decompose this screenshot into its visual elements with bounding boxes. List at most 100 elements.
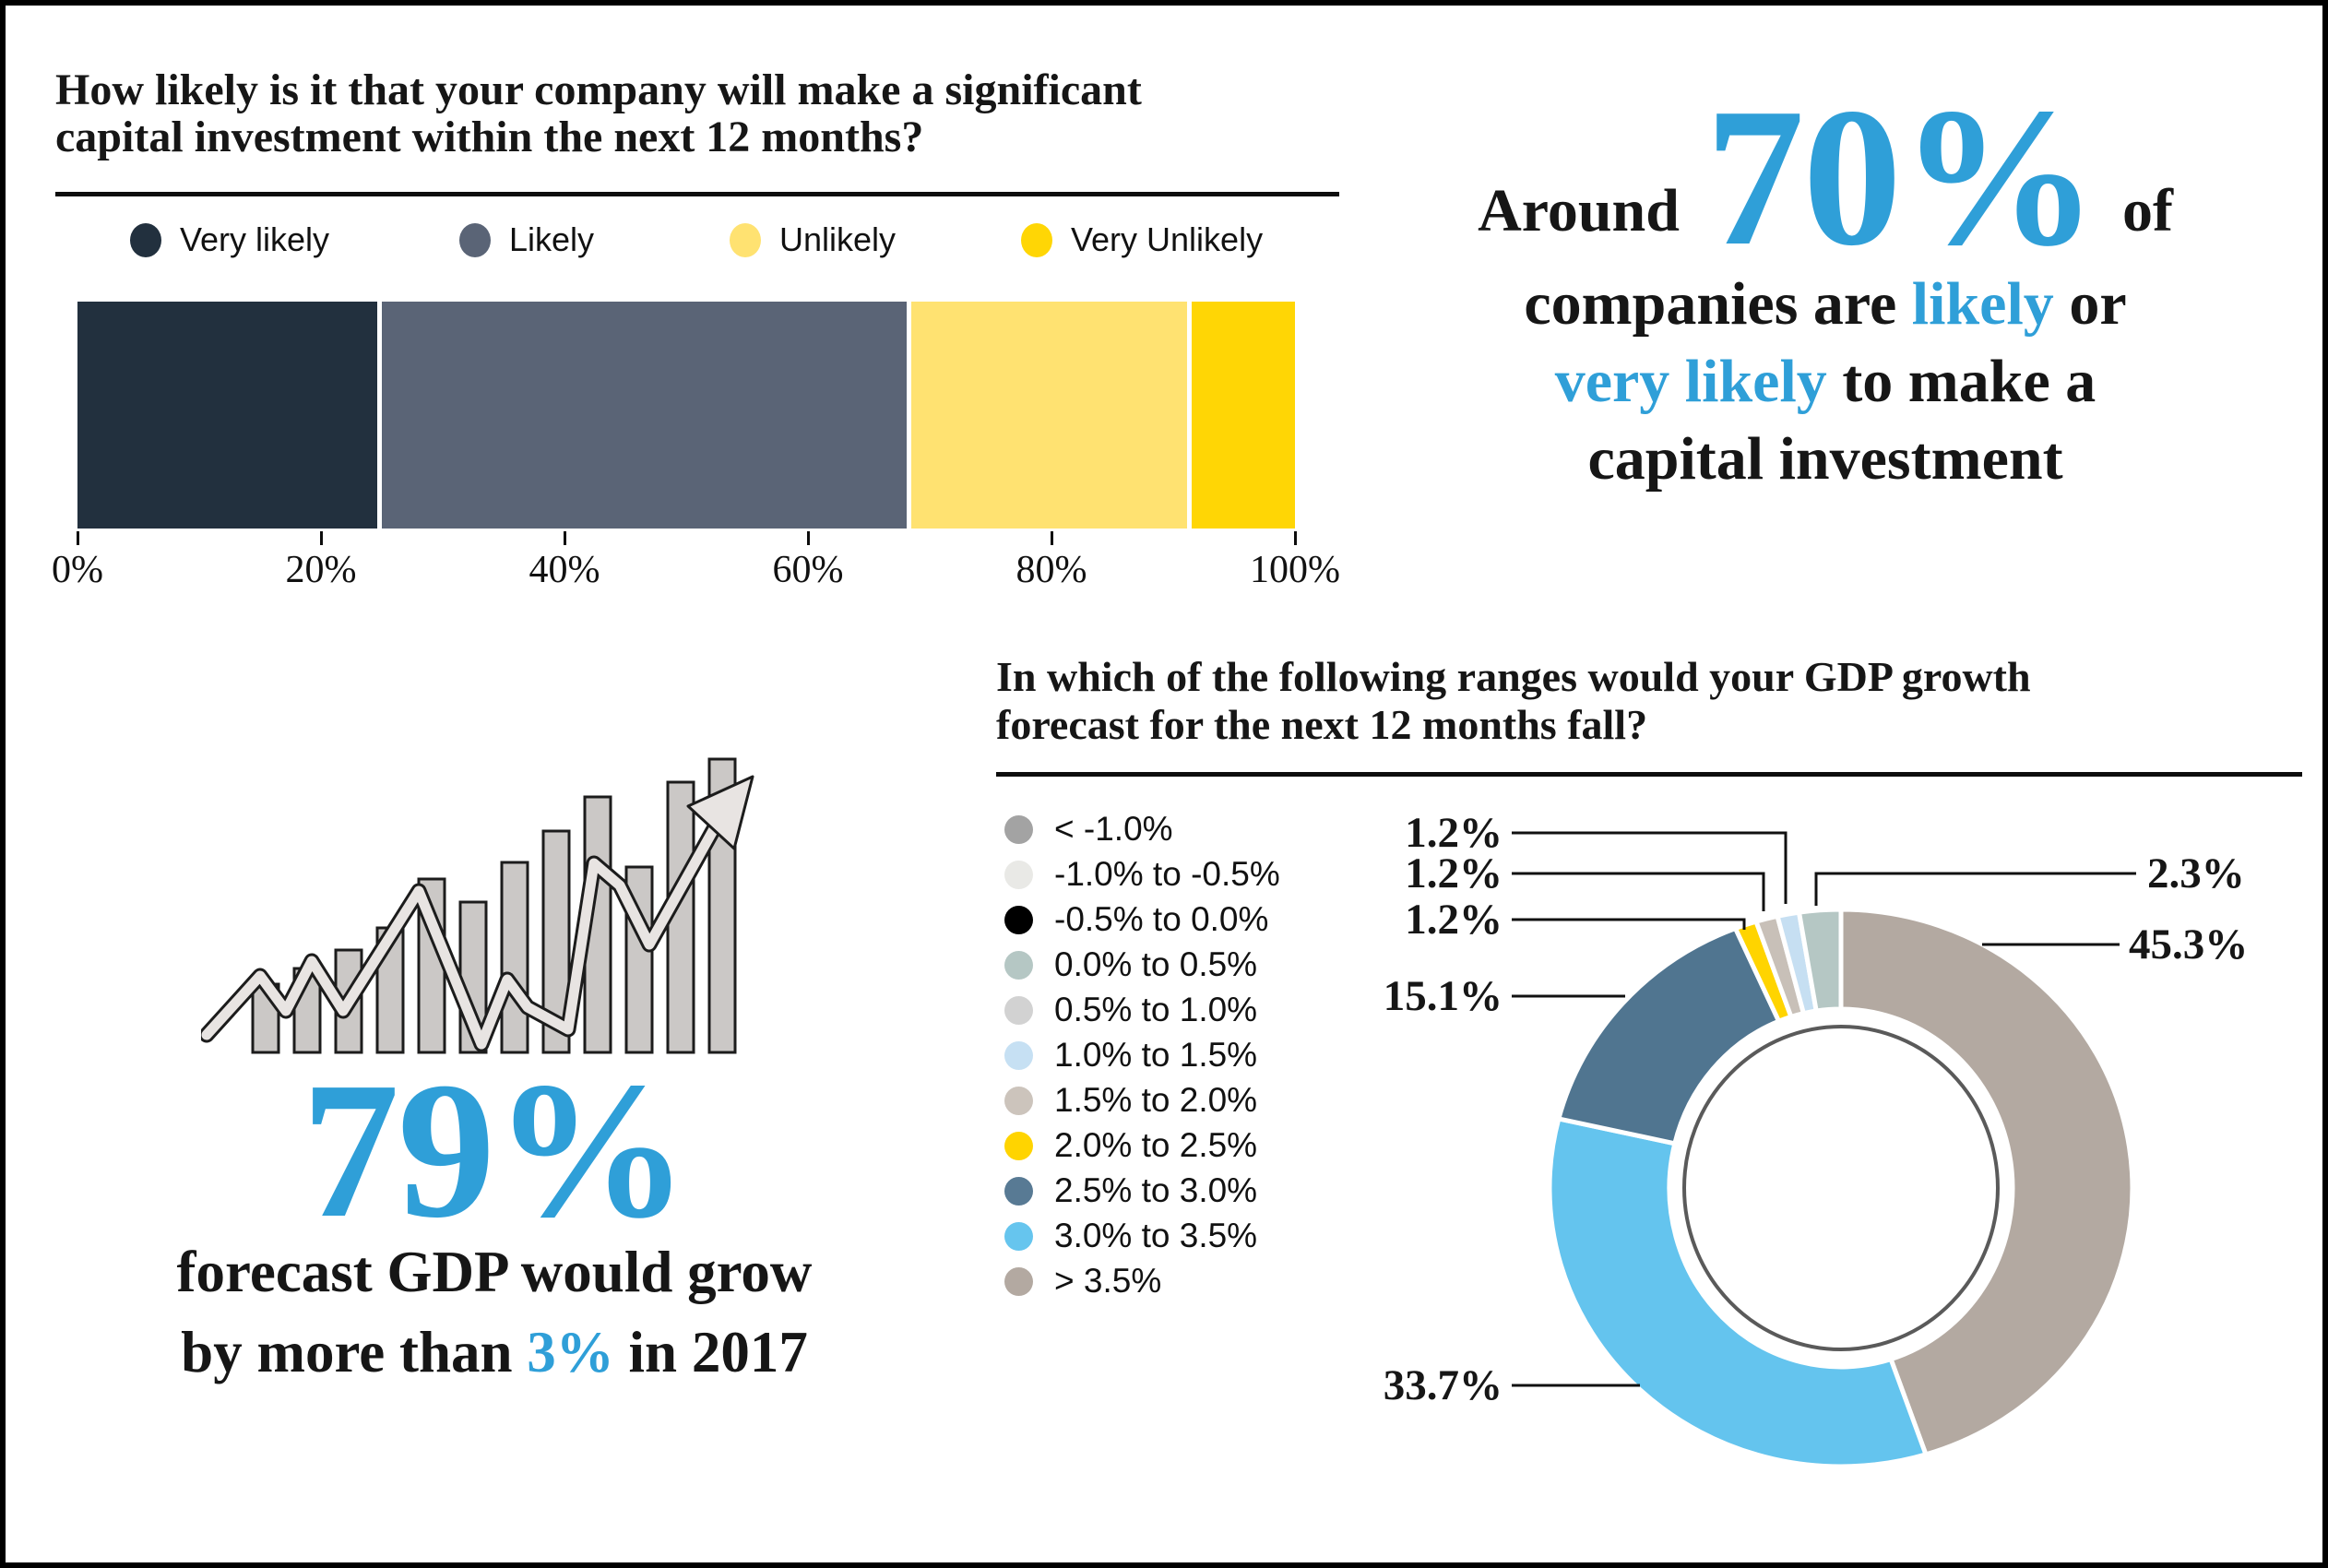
axis-label-80%: 80% — [1016, 549, 1087, 591]
gdp-question-title: In which of the following ranges would y… — [996, 653, 2031, 749]
gdp-legend-label: 3.0% to 3.5% — [1054, 1217, 1258, 1254]
gdp-legend-item-2-0-to-2-5: 2.0% to 2.5% — [1004, 1126, 1258, 1164]
capex-callout: Around 70% of companies are likely or ve… — [1407, 65, 2243, 498]
gdp-title-line2: forecast for the next 12 months fall? — [996, 701, 1648, 748]
legend-dot-likely — [459, 222, 491, 257]
donut-label-1-2-beige: 1.2% — [1405, 849, 1503, 897]
arrow-head-icon — [686, 775, 754, 850]
gdp-legend-label: 1.5% to 2.0% — [1054, 1081, 1258, 1119]
axis-label-100%: 100% — [1250, 549, 1340, 591]
leader-1_2-pale-blue — [1512, 831, 1788, 904]
gdp-legend-item-1-5-to-2-0: 1.5% to 2.0% — [1004, 1081, 1258, 1119]
legend-label: Unlikely — [779, 220, 897, 258]
legend-item-unlikely: Unlikely — [730, 220, 896, 259]
callout-l3-post: to make a — [1826, 348, 2096, 415]
illustration-arrow — [201, 775, 754, 1052]
gdp-legend-dot-1-0-to-0-5 — [1004, 860, 1033, 889]
bar-segment-unlikely — [911, 302, 1192, 529]
capex-callout-line1: Around 70% of — [1407, 65, 2243, 276]
bar-segment-likely — [382, 302, 912, 529]
gdp-legend-item-3-0-to-3-5: 3.0% to 3.5% — [1004, 1217, 1258, 1254]
donut-label-15-1: 15.1% — [1383, 972, 1503, 1020]
donut-slice-3-5 — [1838, 907, 2135, 1457]
legend-label: Likely — [509, 220, 595, 258]
gdp-legend-dot-2-5-to-3-0 — [1004, 1176, 1033, 1206]
callout-suffix: of — [2121, 177, 2173, 244]
axis-tick-40% — [564, 531, 566, 545]
legend-item-very-likely: Very likely — [130, 220, 329, 259]
gdp79-l2-blue: 3% — [527, 1320, 614, 1384]
donut-slice-0-0-to-0-5 — [1797, 907, 1844, 1014]
axis-tick-80% — [1051, 531, 1053, 545]
gdp-legend-item-0-0-to-0-5: 0.0% to 0.5% — [1004, 945, 1258, 983]
donut-slice-3-0-to-3-5 — [1547, 1116, 1929, 1469]
callout-l3-blue: very likely — [1554, 348, 1827, 415]
bar-segment-very-unlikely — [1191, 302, 1295, 529]
donut-inner-ring — [1682, 1025, 2000, 1351]
gdp-legend-dot-1-5-to-2-0 — [1004, 1086, 1033, 1115]
capex-callout-line2: companies are likely or — [1407, 266, 2243, 343]
gdp-legend-dot-0-5-to-1-0 — [1004, 995, 1033, 1025]
legend-dot-very-likely — [130, 222, 161, 257]
axis-label-20%: 20% — [285, 549, 357, 591]
gdp-legend-label: > 3.5% — [1054, 1262, 1162, 1300]
callout-70pct: 70% — [1704, 66, 2098, 287]
gdp-legend-dot-0-5-to-0-0 — [1004, 905, 1033, 934]
gdp-legend-dot-3-5 — [1004, 1266, 1033, 1296]
legend-dot-unlikely — [730, 222, 761, 257]
callout-l2-blue: likely — [1911, 270, 2054, 338]
gdp-legend-label: 2.0% to 2.5% — [1054, 1126, 1258, 1164]
capex-question-title: How likely is it that your company will … — [55, 66, 1142, 160]
gdp-legend-label: 0.5% to 1.0% — [1054, 991, 1258, 1028]
gdp-legend-dot-1-0-to-1-5 — [1004, 1040, 1033, 1070]
gdp-divider — [996, 772, 2302, 777]
gdp-legend-item-2-5-to-3-0: 2.5% to 3.0% — [1004, 1171, 1257, 1209]
gdp-legend-item-1-0-to-1-5: 1.0% to 1.5% — [1004, 1036, 1258, 1074]
donut-label-1-2-gold: 1.2% — [1405, 896, 1503, 944]
gdp-legend-label: 1.0% to 1.5% — [1054, 1036, 1258, 1074]
callout-prefix: Around — [1478, 177, 1680, 244]
axis-label-60%: 60% — [772, 549, 844, 591]
donut-slice-2-5-to-3-0 — [1556, 926, 1782, 1146]
gdp-legend-label: -0.5% to 0.0% — [1054, 900, 1269, 938]
gdp-legend-dot-1-0 — [1004, 814, 1033, 844]
gdp-legend-dot-3-0-to-3-5 — [1004, 1221, 1033, 1251]
axis-tick-20% — [320, 531, 323, 545]
gdp-title-line1: In which of the following ranges would y… — [996, 653, 2031, 700]
gdp-legend-item-0-5-to-1-0: 0.5% to 1.0% — [1004, 991, 1258, 1028]
capex-title-line2: capital investment within the next 12 mo… — [55, 113, 924, 161]
gdp79-big: 79% — [302, 1041, 689, 1258]
gdp-legend-item-1-0: < -1.0% — [1004, 810, 1173, 848]
gdp-legend-label: < -1.0% — [1054, 810, 1173, 848]
gdp-legend-dot-2-0-to-2-5 — [1004, 1131, 1033, 1160]
capex-stacked-bar — [77, 302, 1295, 529]
gdp-legend-label: -1.0% to -0.5% — [1054, 855, 1280, 893]
gdp79-l2-pre: by more than — [181, 1320, 528, 1384]
legend-label: Very Unlikely — [1071, 220, 1264, 258]
axis-tick-100% — [1294, 531, 1297, 545]
gdp-legend-dot-0-0-to-0-5 — [1004, 950, 1033, 980]
legend-item-very-unlikely: Very Unlikely — [1021, 220, 1263, 259]
donut-label-33-7: 33.7% — [1383, 1361, 1503, 1409]
axis-tick-0% — [77, 531, 79, 545]
callout-l2-post: or — [2053, 270, 2127, 338]
bar-segment-very-likely — [77, 302, 382, 529]
gdp-legend-item-3-5: > 3.5% — [1004, 1262, 1162, 1300]
gdp-donut-chart — [1547, 907, 2135, 1469]
gdp-legend-item-1-0-to-0-5: -1.0% to -0.5% — [1004, 855, 1280, 893]
donut-label-1-2-pale-blue: 1.2% — [1405, 809, 1503, 857]
legend-dot-very-unlikely — [1021, 222, 1052, 257]
legend-item-likely: Likely — [459, 220, 594, 259]
capex-title-line1: How likely is it that your company will … — [55, 65, 1142, 114]
axis-label-0%: 0% — [52, 549, 103, 591]
axis-tick-60% — [807, 531, 810, 545]
capex-divider — [55, 192, 1339, 196]
capex-callout-line3: very likely to make a — [1407, 343, 2243, 421]
gdp-legend-label: 0.0% to 0.5% — [1054, 945, 1258, 983]
growth-chart-illustration — [201, 757, 754, 1054]
gdp79-l2-post: in 2017 — [613, 1320, 808, 1384]
gdp79-text: forecast GDP would grow by more than 3% … — [33, 1232, 956, 1393]
gdp79-line1: forecast GDP would grow — [176, 1240, 813, 1304]
legend-label: Very likely — [180, 220, 330, 258]
